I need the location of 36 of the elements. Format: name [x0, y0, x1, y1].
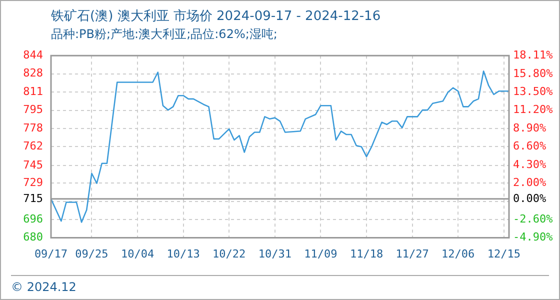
- x-tick-label: 09/17: [34, 247, 68, 260]
- x-tick-label: 12/15: [487, 247, 520, 260]
- chart-title: 铁矿石(澳) 澳大利亚 市场价 2024-09-17 - 2024-12-16: [51, 8, 381, 25]
- y-tick-label: 811: [23, 84, 43, 98]
- x-tick-label: 10/13: [166, 247, 200, 260]
- x-tick-label: 12/06: [442, 247, 475, 260]
- y-tick-label: 715: [23, 192, 43, 205]
- y-tick-label: 696: [23, 212, 43, 226]
- y2-tick-label: 4.30%: [513, 158, 546, 171]
- y2-tick-label: 15.80%: [513, 66, 554, 80]
- y-tick-label: 778: [23, 121, 43, 134]
- chart-subtitle: 品种:PB粉;产地:澳大利亚;品位:62%;湿吨;: [51, 26, 278, 43]
- x-tick-label: 10/22: [212, 247, 246, 260]
- x-tick-label: 11/27: [396, 247, 429, 260]
- x-tick-label: 11/09: [304, 247, 338, 260]
- y-tick-label: 762: [23, 140, 43, 153]
- x-tick-label: 10/31: [258, 247, 292, 260]
- x-tick-label: 09/25: [75, 247, 108, 260]
- y2-tick-label: -4.90%: [513, 230, 554, 244]
- y2-tick-label: 18.11%: [513, 48, 554, 62]
- y2-tick-label: 8.90%: [513, 121, 546, 134]
- y2-tick-label: -2.60%: [513, 212, 554, 226]
- x-tick-label: 11/18: [350, 247, 384, 260]
- y-tick-label: 729: [23, 176, 43, 189]
- y2-tick-label: 11.20%: [513, 103, 554, 116]
- y-tick-label: 844: [23, 48, 44, 62]
- y2-tick-label: 6.60%: [513, 140, 546, 153]
- y-tick-label: 745: [23, 158, 43, 172]
- y-tick-label: 680: [23, 230, 43, 244]
- y-tick-label: 795: [23, 103, 43, 116]
- y2-tick-label: 2.00%: [513, 176, 546, 190]
- text: © 2024.12: [11, 280, 76, 294]
- y2-tick-label: 0.00%: [513, 192, 546, 205]
- x-tick-label: 10/04: [120, 247, 154, 260]
- y2-tick-label: 13.50%: [513, 84, 554, 98]
- y-tick-label: 828: [23, 66, 43, 80]
